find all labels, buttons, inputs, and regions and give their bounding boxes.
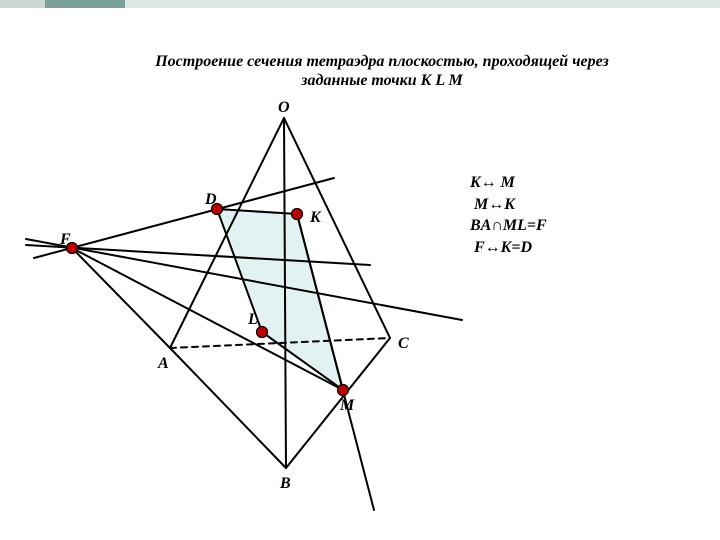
label-b: B [279, 475, 291, 492]
point-l [257, 327, 268, 338]
label-o: O [278, 99, 290, 116]
label-l: L [247, 311, 258, 328]
point-k [292, 209, 303, 220]
point-m [338, 385, 349, 396]
label-a: A [157, 355, 169, 372]
label-d: D [204, 191, 217, 208]
label-k: K [309, 209, 322, 226]
label-m: M [339, 397, 355, 414]
label-f: F [59, 231, 71, 248]
tetrahedron-diagram: A B C O F D K L M [0, 0, 720, 540]
label-c: C [398, 335, 409, 352]
